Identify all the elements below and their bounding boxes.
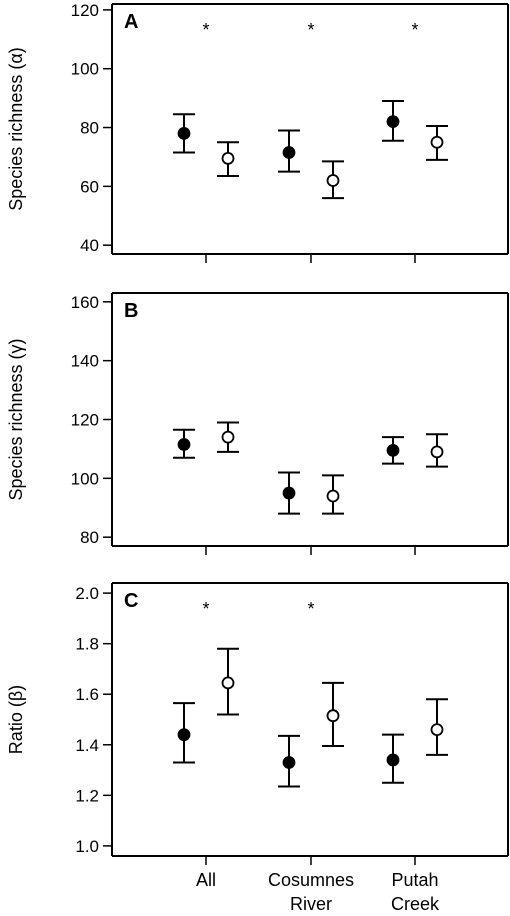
data-point-filled <box>282 486 296 500</box>
data-point-open <box>326 709 340 723</box>
data-point-filled <box>386 753 400 767</box>
y-tick-label: 140 <box>71 352 99 371</box>
data-point-open <box>430 135 444 149</box>
data-point-open <box>221 152 235 165</box>
y-tick-label: 2.0 <box>75 584 99 603</box>
significance-marker: * <box>202 20 209 40</box>
y-tick-label: 1.0 <box>75 837 99 856</box>
x-tick-label: Creek <box>391 894 440 914</box>
data-point-filled <box>386 115 400 129</box>
y-tick-label: 1.8 <box>75 635 99 654</box>
y-axis-title: Species richness (γ) <box>6 338 26 500</box>
panel-label: B <box>124 300 138 322</box>
y-tick-label: 40 <box>80 236 99 255</box>
x-tick-label: River <box>290 894 332 914</box>
y-axis-title: Species richness (α) <box>6 47 26 210</box>
x-tick-label: Cosumnes <box>268 870 354 890</box>
panel-b: B 80 100 120 140 160 Species richness (γ) <box>6 292 509 555</box>
x-tick-label: Putah <box>391 870 438 890</box>
data-point-filled <box>386 443 400 457</box>
data-point-filled <box>177 728 191 742</box>
y-tick-label: 80 <box>80 119 99 138</box>
x-tick-label: All <box>196 870 216 890</box>
significance-marker: * <box>307 20 314 40</box>
y-tick-label: 120 <box>71 1 99 20</box>
panel-c: C 1.0 1.2 1.4 1.6 1.8 2.0 Ratio (β) * * <box>6 582 509 865</box>
y-tick-label: 1.2 <box>75 786 99 805</box>
x-axis: All Cosumnes River Putah Creek <box>196 870 440 914</box>
panel-a: A 40 60 80 100 120 Species richness (α) * * * <box>6 1 509 263</box>
panel-label: C <box>124 590 138 612</box>
data-point-open <box>430 723 444 737</box>
data-point-filled <box>177 127 191 140</box>
y-tick-label: 80 <box>80 528 99 547</box>
significance-marker: * <box>307 599 314 619</box>
y-tick-label: 100 <box>71 60 99 79</box>
panel-label: A <box>124 11 138 33</box>
data-point-open <box>326 174 340 187</box>
y-tick-label: 60 <box>80 177 99 196</box>
data-point-open <box>326 489 340 503</box>
data-point-open <box>430 445 444 459</box>
y-tick-label: 100 <box>71 469 99 488</box>
data-point-filled <box>282 146 296 159</box>
significance-marker: * <box>411 20 418 40</box>
significance-marker: * <box>202 599 209 619</box>
y-tick-label: 160 <box>71 293 99 312</box>
y-tick-label: 120 <box>71 411 99 430</box>
data-point-open <box>221 430 235 444</box>
data-point-filled <box>282 756 296 769</box>
y-tick-label: 1.6 <box>75 685 99 704</box>
y-axis-title: Ratio (β) <box>6 685 26 754</box>
data-point-open <box>221 676 235 690</box>
data-point-filled <box>177 438 191 451</box>
y-tick-label: 1.4 <box>75 736 99 755</box>
